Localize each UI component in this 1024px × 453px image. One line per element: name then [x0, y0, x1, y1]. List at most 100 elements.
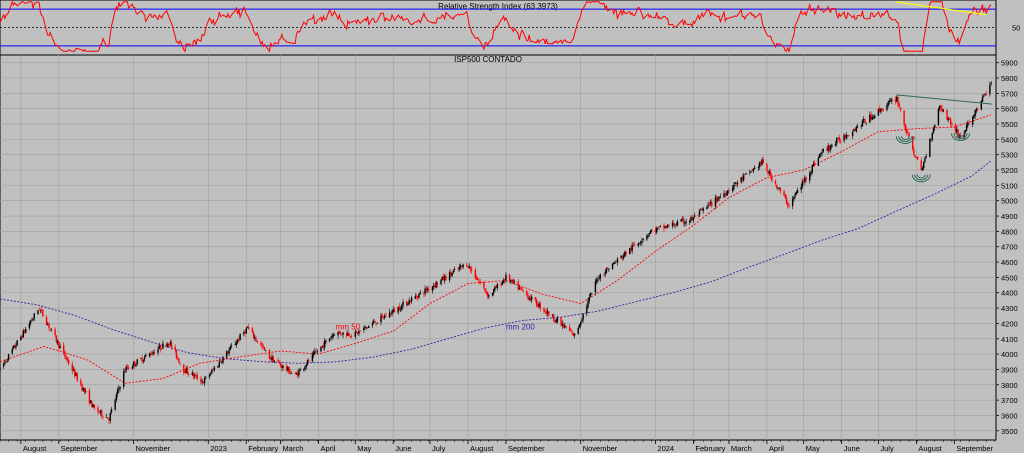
candle-body [444, 275, 446, 281]
candle [110, 406, 113, 415]
candle [886, 102, 888, 112]
candle-body [277, 360, 279, 363]
candle-body [42, 309, 44, 317]
candle [964, 129, 967, 135]
candle-body [0, 366, 1, 371]
candle [924, 156, 926, 163]
candle [210, 371, 212, 376]
candle [277, 357, 279, 363]
candle [564, 322, 566, 329]
candle [641, 237, 643, 246]
candle-body [826, 149, 828, 151]
candle [931, 132, 933, 142]
candle [218, 358, 220, 369]
candle [382, 315, 385, 320]
candle-body [615, 261, 617, 263]
candle [605, 267, 608, 274]
price-y-tick-label: 4100 [1001, 335, 1018, 344]
price-x-tick-label: March [731, 444, 752, 453]
candle [347, 329, 349, 336]
candle-body [595, 279, 598, 282]
candle-body [967, 122, 969, 127]
candle [268, 348, 271, 360]
candle [941, 105, 943, 113]
candle [208, 373, 211, 380]
candle [795, 190, 798, 195]
candle-body [152, 352, 154, 354]
candle [562, 322, 565, 328]
candle [105, 413, 108, 418]
candle [100, 409, 103, 419]
candle-body [975, 109, 978, 111]
price-x-tick-label: 2024 [657, 444, 674, 453]
candle-body [328, 338, 331, 342]
candle [717, 196, 719, 203]
candle-body [358, 331, 360, 334]
candle [256, 340, 258, 344]
candle-body [860, 126, 862, 127]
candle-body [230, 345, 233, 347]
candle-body [7, 354, 10, 360]
candle-body [709, 201, 712, 204]
candle-body [174, 346, 176, 351]
candle [711, 199, 713, 209]
candle [560, 316, 562, 327]
candle [664, 225, 666, 229]
candle-body [239, 334, 241, 341]
candle [758, 161, 761, 170]
candle [402, 299, 404, 309]
candle [701, 207, 703, 212]
candle [707, 201, 709, 209]
candle [217, 365, 219, 368]
candle-body [322, 344, 325, 348]
candle [415, 293, 418, 300]
candle [854, 127, 856, 132]
candle [871, 114, 873, 121]
candle-body [323, 341, 326, 348]
candle [788, 202, 790, 209]
candle [501, 280, 503, 286]
candle [374, 319, 376, 324]
candle [517, 279, 519, 291]
candle-body [758, 162, 761, 168]
candle-body [28, 323, 31, 329]
candle [500, 282, 502, 287]
candle [296, 369, 299, 379]
candle [381, 313, 383, 319]
candle-body [304, 366, 306, 370]
candle-body [178, 358, 180, 363]
candles [0, 81, 992, 425]
candle [12, 344, 15, 350]
candle-body [125, 366, 127, 371]
candle [735, 182, 737, 187]
candle-body [448, 272, 451, 281]
candle-body [760, 162, 762, 165]
candle-body [864, 118, 866, 123]
shoulder-arc-ring [955, 133, 965, 137]
price-x-tick-label: November [136, 444, 171, 453]
candle [508, 273, 511, 283]
candle-body [589, 293, 592, 297]
candle-body [923, 161, 925, 169]
candle-body [246, 327, 249, 329]
candle [306, 359, 309, 366]
candle-body [896, 96, 898, 102]
candle-body [836, 138, 838, 144]
candle [418, 293, 420, 300]
price-x-tick-label: November [583, 444, 618, 453]
candle [878, 105, 881, 113]
candle [663, 223, 665, 232]
candle [642, 238, 644, 242]
candle-body [5, 360, 7, 362]
candle-body [442, 276, 445, 281]
candle [625, 250, 627, 257]
candle [905, 125, 908, 137]
candle [980, 100, 982, 111]
candle [920, 156, 922, 171]
candle-body [2, 363, 5, 367]
candle [573, 333, 576, 339]
candle [31, 317, 33, 322]
candle [346, 330, 348, 339]
candle-body [208, 374, 211, 377]
candle [502, 277, 505, 284]
